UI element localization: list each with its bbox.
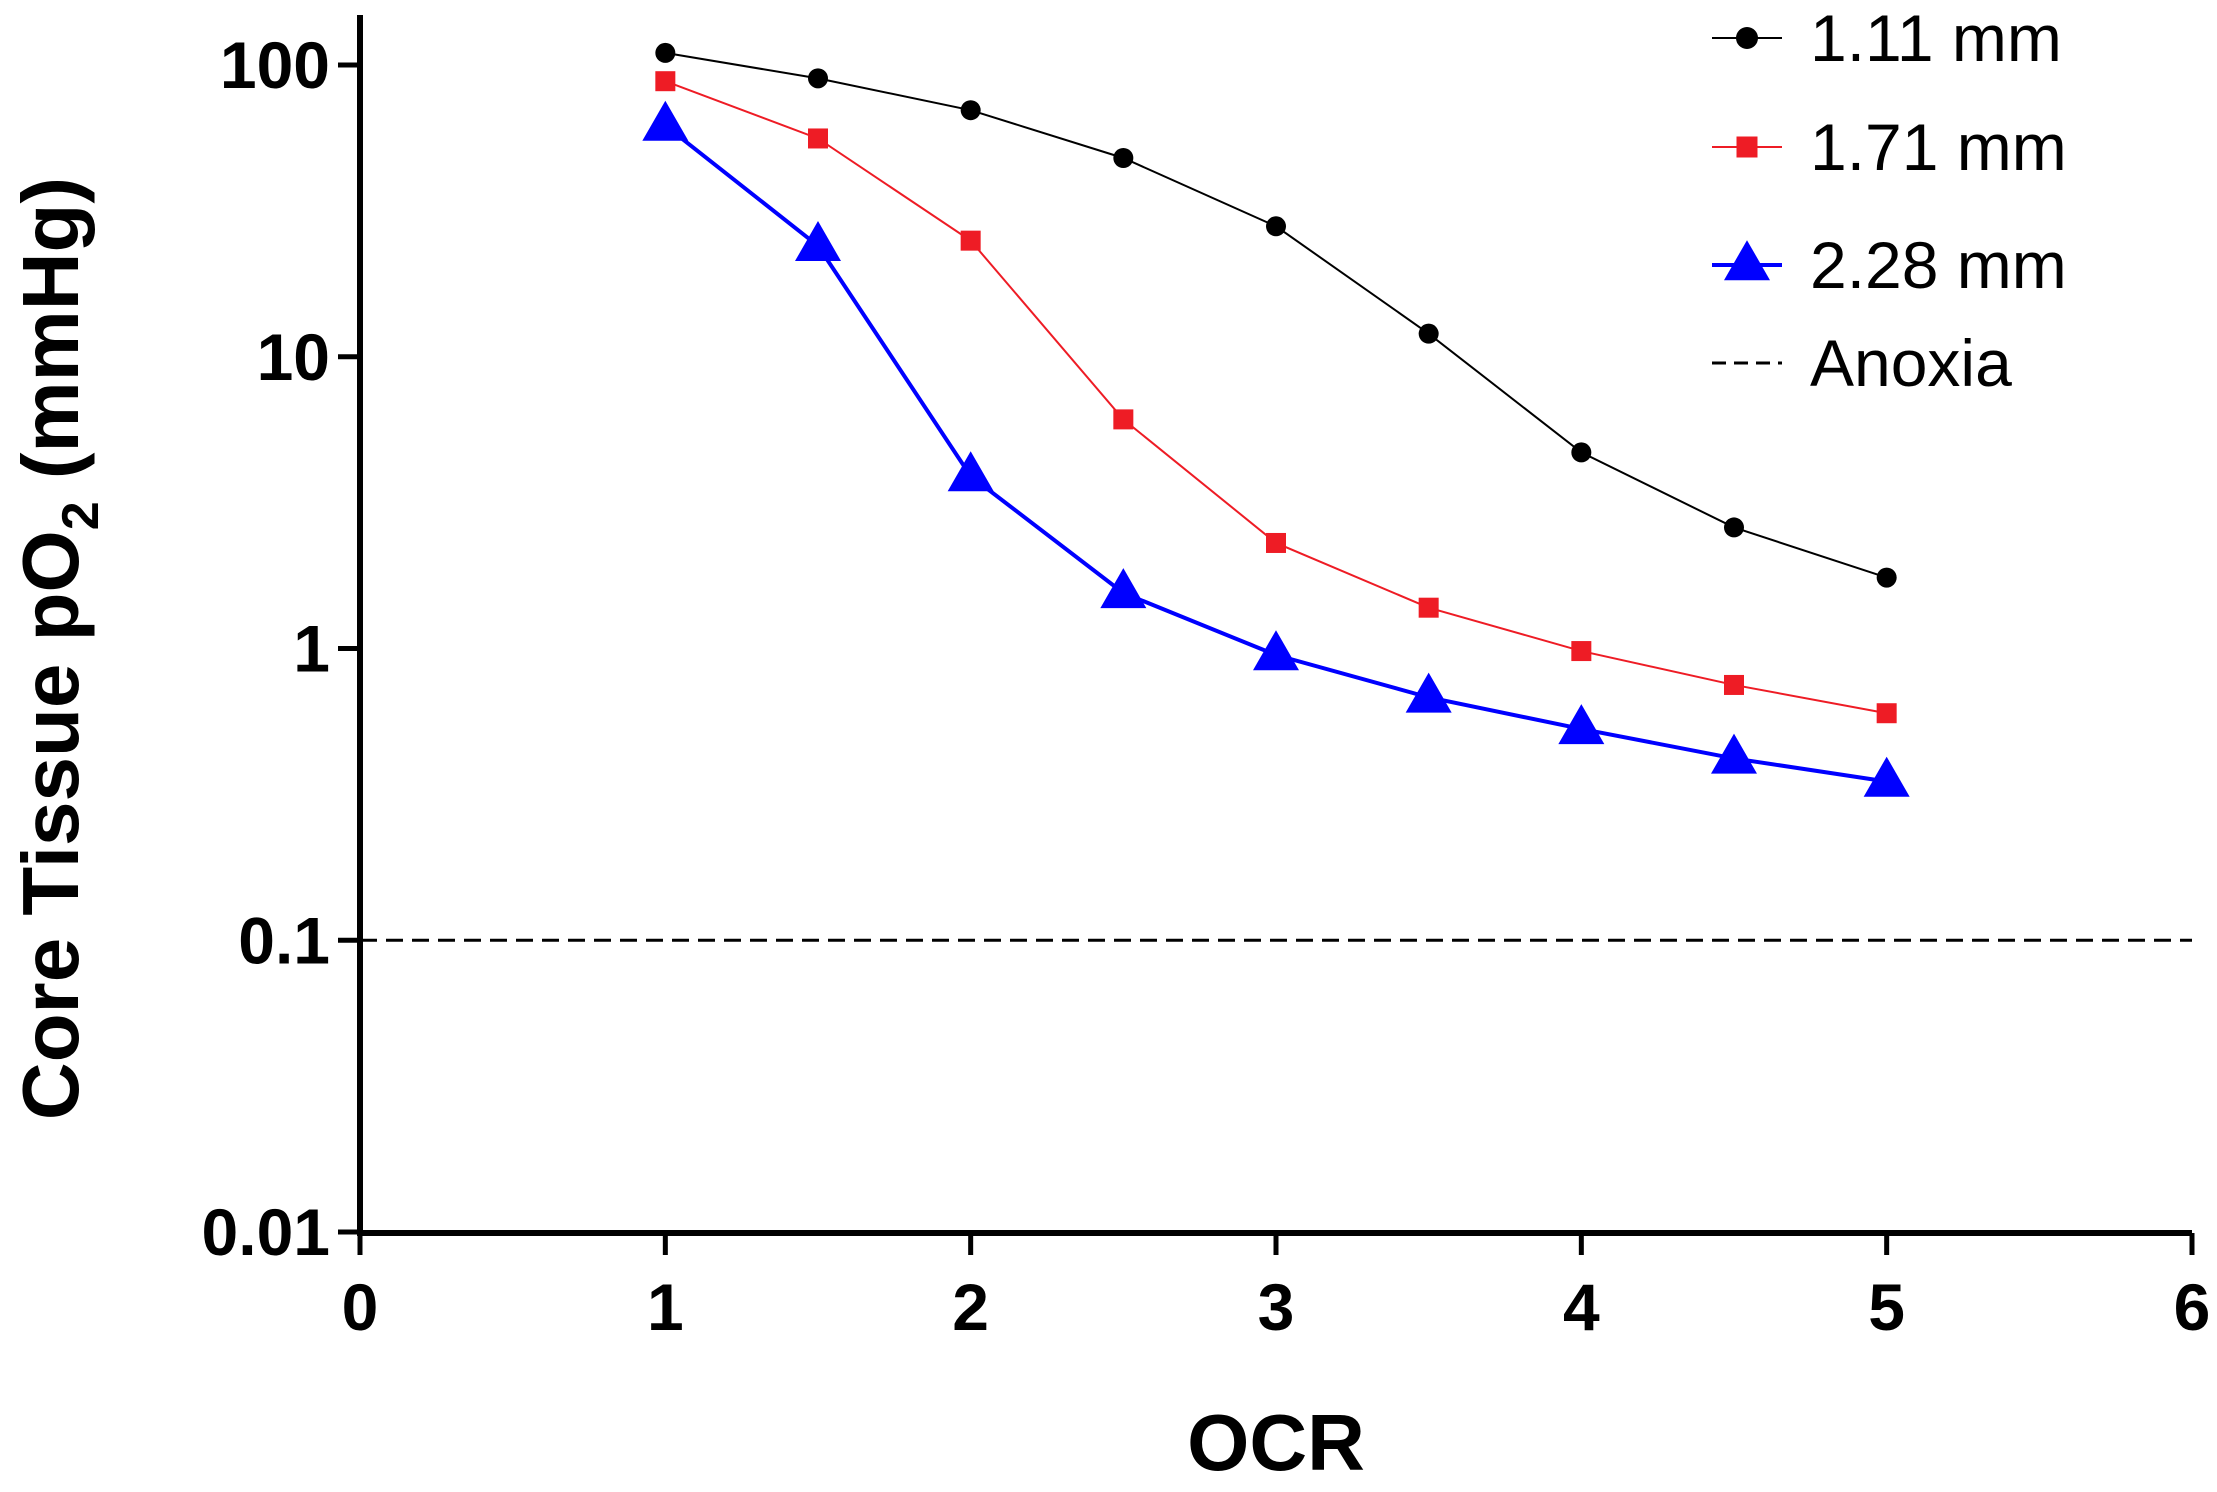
data-point: [960, 230, 981, 251]
data-point: [1863, 756, 1910, 797]
data-point: [655, 42, 676, 63]
series-circle: [655, 42, 1897, 588]
x-tick-label: 3: [1258, 1270, 1295, 1344]
data-point: [1876, 703, 1897, 724]
legend-marker: [1736, 27, 1758, 49]
data-point: [1571, 442, 1592, 463]
y-tick-label: 1: [293, 612, 330, 686]
data-point: [1571, 641, 1592, 662]
data-point: [1876, 567, 1897, 588]
y-tick-label: 100: [220, 28, 330, 102]
series-layer: [642, 42, 1910, 797]
data-point: [1405, 672, 1452, 713]
data-point: [1724, 674, 1744, 695]
y-tick-label: 0.01: [202, 1195, 330, 1269]
data-point: [1558, 704, 1605, 745]
legend-marker: [1736, 136, 1758, 158]
data-point: [1724, 517, 1744, 538]
legend-label: 2.28 mm: [1810, 228, 2067, 302]
legend-label: 1.71 mm: [1810, 110, 2067, 184]
data-point: [1266, 532, 1286, 553]
series-line: [664, 80, 1887, 715]
y-tick-label: 10: [257, 320, 330, 394]
series-triangle: [642, 100, 1910, 797]
legend-item: 1.11 mm: [1712, 1, 2062, 75]
data-point: [1418, 323, 1439, 344]
axes: [338, 15, 2195, 1255]
y-axis-title-main: Core Tissue pO: [6, 530, 95, 1120]
legend-item: Anoxia: [1712, 326, 2012, 400]
y-axis-title-subscript: 2: [52, 501, 110, 530]
x-tick-label: 6: [2174, 1270, 2211, 1344]
y-tick-label: 0.1: [238, 903, 330, 977]
data-point: [655, 71, 676, 92]
tick-labels: 0 1 2 3 4 5 6 0.01 0.1 1 10 100: [202, 28, 2211, 1344]
data-point: [1113, 147, 1134, 168]
data-point: [1113, 409, 1134, 430]
x-tick-label: 4: [1563, 1270, 1600, 1344]
legend-marker: [1724, 240, 1770, 281]
series-line: [665, 51, 1887, 579]
series-square: [655, 71, 1897, 724]
data-point: [642, 100, 689, 141]
legend-label: Anoxia: [1810, 326, 2012, 400]
data-point: [1100, 568, 1147, 609]
data-point: [1266, 216, 1286, 237]
data-point: [795, 221, 841, 262]
x-tick-label: 5: [1868, 1270, 1905, 1344]
data-point: [808, 68, 828, 89]
legend-item: 1.71 mm: [1712, 110, 2067, 184]
y-axis-title: Core Tissue pO2 (mmHg): [6, 177, 110, 1120]
legend-label: 1.11 mm: [1810, 1, 2062, 75]
data-point: [1418, 597, 1439, 618]
x-tick-label: 2: [952, 1270, 989, 1344]
x-tick-label: 0: [342, 1270, 379, 1344]
x-axis-title: OCR: [1187, 1398, 1365, 1487]
legend: 1.11 mm 1.71 mm 2.28 mm Anoxia: [1712, 1, 2067, 400]
data-point: [960, 100, 981, 121]
data-point: [1253, 630, 1299, 671]
x-tick-label: 1: [647, 1270, 684, 1344]
legend-item: 2.28 mm: [1712, 228, 2067, 302]
y-axis-title-unit: (mmHg): [6, 177, 95, 501]
data-point: [808, 128, 828, 149]
data-point: [1711, 733, 1757, 774]
data-point: [947, 451, 994, 492]
